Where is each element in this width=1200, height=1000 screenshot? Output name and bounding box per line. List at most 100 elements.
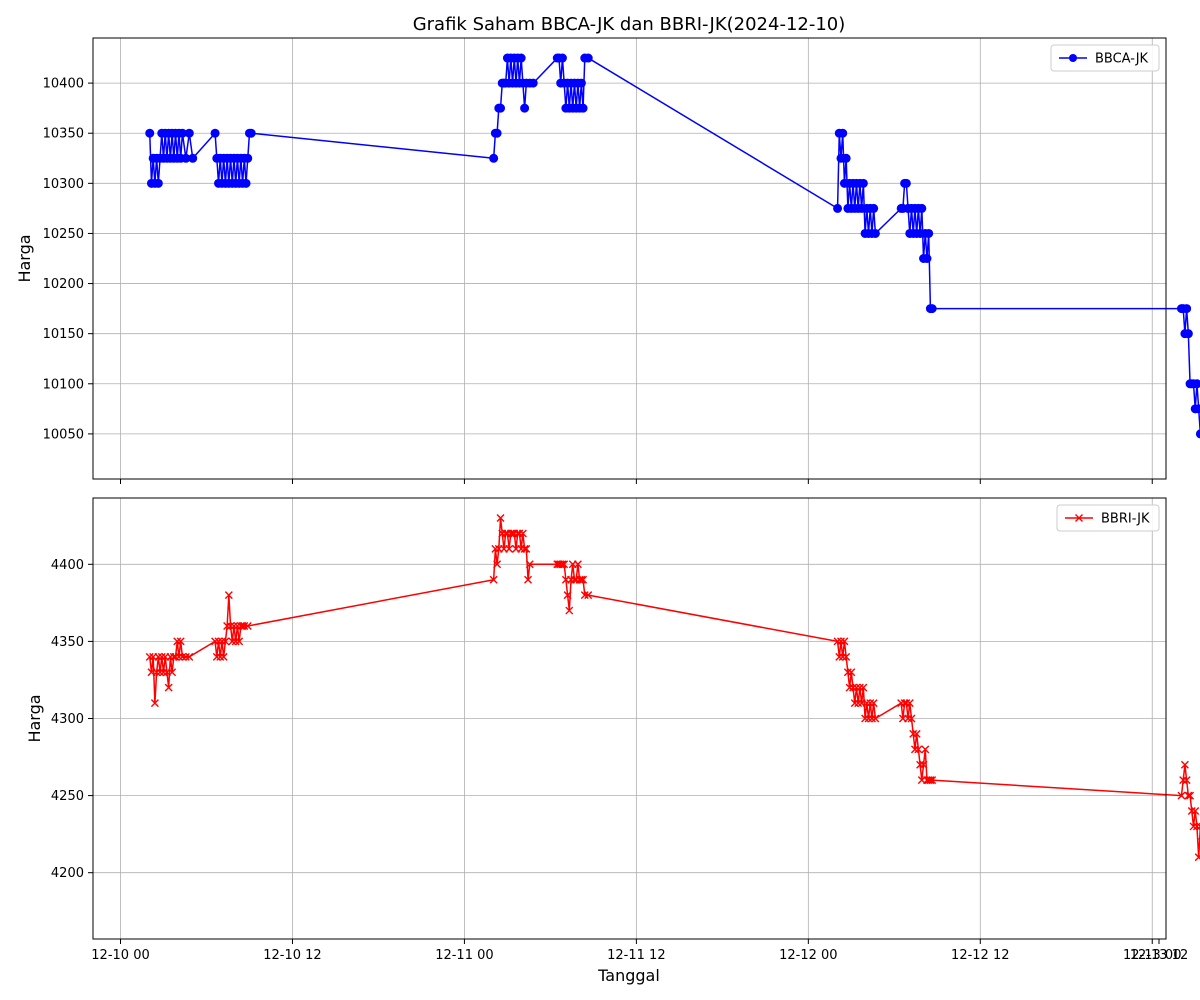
data-point: [864, 714, 873, 723]
data-point: [558, 560, 567, 569]
y-tick-label: 4300: [51, 712, 84, 727]
data-point: [838, 652, 847, 661]
data-point: [243, 153, 253, 163]
data-point: [522, 544, 531, 553]
x-tick-label: 12-11 12: [607, 948, 665, 963]
legend-marker: [1069, 54, 1077, 62]
data-point: [525, 560, 534, 569]
data-point: [849, 683, 858, 692]
data-point: [496, 514, 505, 523]
data-point: [520, 544, 529, 553]
y-axis-label: Harga: [15, 234, 34, 282]
data-point: [869, 203, 879, 213]
data-point: [842, 652, 851, 661]
data-point: [506, 529, 515, 538]
y-tick-label: 10400: [43, 77, 84, 92]
data-point: [928, 776, 937, 785]
data-point: [184, 128, 194, 138]
data-point: [580, 591, 589, 600]
data-point: [188, 153, 198, 163]
data-point: [1184, 791, 1193, 800]
data-point: [489, 575, 498, 584]
y-axis-label: Harga: [25, 694, 44, 742]
data-point: [528, 78, 538, 88]
data-point: [1183, 329, 1193, 339]
data-point: [902, 699, 911, 708]
data-point: [516, 53, 526, 63]
data-point: [565, 606, 574, 615]
data-point: [855, 683, 864, 692]
data-point: [845, 683, 854, 692]
legend: BBCA-JK: [1050, 44, 1160, 72]
legend-label: BBRI-JK: [1101, 512, 1150, 527]
data-point: [491, 544, 500, 553]
data-point: [904, 714, 913, 723]
top-panel-bbca: 10050 10100 10150 10200 10250 10300 10350 10400…: [15, 37, 1200, 484]
data-point: [907, 714, 916, 723]
data-point: [515, 529, 524, 538]
data-point: [843, 668, 852, 677]
y-tick-label: 10300: [43, 177, 84, 192]
data-point: [168, 668, 177, 677]
x-tick-label: 12-12 12: [951, 948, 1009, 963]
data-point: [575, 575, 584, 584]
data-point: [901, 178, 911, 188]
series-line-bbca-jk: [149, 57, 1200, 435]
data-point: [921, 745, 930, 754]
data-point: [171, 652, 180, 661]
data-point: [1191, 807, 1200, 816]
x-tick-label: 12-13 00: [1123, 948, 1181, 963]
data-point: [156, 668, 165, 677]
data-point: [910, 745, 919, 754]
data-point: [866, 699, 875, 708]
data-point: [867, 714, 876, 723]
legend: BBRI-JK: [1056, 504, 1160, 532]
y-tick-label: 4400: [51, 558, 84, 573]
data-point: [150, 699, 159, 708]
x-tick-label: 12-10 00: [91, 948, 149, 963]
data-point: [573, 560, 582, 569]
x-tick-label: 12-10 12: [263, 948, 321, 963]
data-point: [1186, 791, 1195, 800]
y-tick-label: 10350: [43, 127, 84, 142]
data-point: [914, 745, 923, 754]
data-point: [219, 652, 228, 661]
data-point: [236, 621, 245, 630]
y-tick-label: 10050: [43, 427, 84, 442]
data-point: [861, 714, 870, 723]
data-point: [1182, 776, 1191, 785]
data-point: [224, 591, 233, 600]
data-point: [214, 637, 223, 646]
data-point: [862, 699, 871, 708]
data-point: [226, 621, 235, 630]
data-point: [905, 699, 914, 708]
data-point: [852, 683, 861, 692]
data-point: [154, 652, 163, 661]
data-point: [178, 652, 187, 661]
data-point: [1196, 822, 1200, 831]
data-point: [1187, 807, 1196, 816]
data-point: [917, 203, 927, 213]
data-point: [871, 714, 880, 723]
data-point: [243, 621, 252, 630]
data-point: [924, 228, 934, 238]
data-point: [185, 652, 194, 661]
x-tick-label: 12-11 00: [435, 948, 493, 963]
data-point: [1189, 822, 1198, 831]
data-point: [153, 178, 163, 188]
data-point: [210, 128, 220, 138]
y-tick-label: 4250: [51, 789, 84, 804]
data-point: [489, 153, 499, 163]
data-point: [152, 668, 161, 677]
data-point: [841, 153, 851, 163]
data-point: [560, 560, 569, 569]
data-point: [912, 729, 921, 738]
data-point: [576, 78, 586, 88]
data-point: [835, 652, 844, 661]
data-point: [557, 53, 567, 63]
data-point: [1192, 379, 1200, 389]
data-point: [212, 652, 221, 661]
data-point: [922, 254, 932, 263]
data-point: [496, 103, 506, 113]
